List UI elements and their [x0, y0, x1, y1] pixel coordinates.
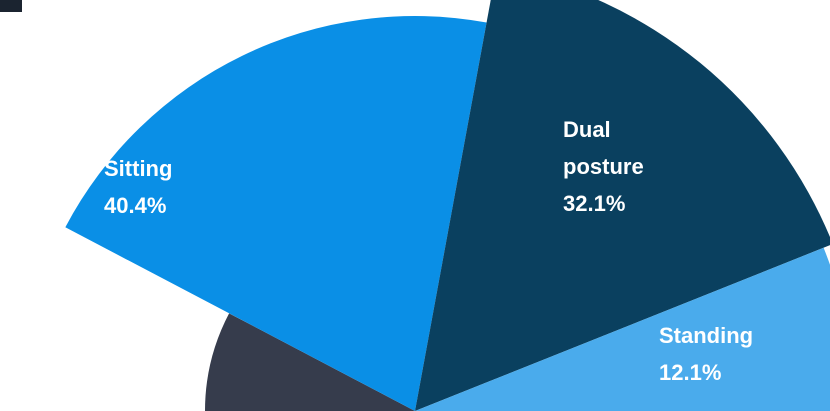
- chart-slices: [65, 0, 830, 411]
- slice-name-label: Away: [67, 329, 125, 354]
- slice-sitting: [65, 16, 487, 411]
- slice-value-label: 12.1%: [659, 360, 721, 385]
- slice-dual-posture: [415, 0, 830, 411]
- slice-away: [205, 313, 415, 411]
- cropped-title-fragment: [0, 0, 22, 12]
- slice-value-label: 40.4%: [104, 193, 166, 218]
- slice-name-label: Dual: [563, 117, 611, 142]
- slice-name-label: posture: [563, 154, 644, 179]
- slice-standing: [415, 247, 830, 411]
- slice-name-label: Standing: [659, 323, 753, 348]
- slice-value-label: 15.4%: [67, 366, 129, 391]
- slice-value-label: 32.1%: [563, 191, 625, 216]
- slice-name-label: Sitting: [104, 156, 172, 181]
- chart-labels: Away 15.4% Sitting 40.4% Dual posture 32.1% Sta…: [67, 117, 753, 391]
